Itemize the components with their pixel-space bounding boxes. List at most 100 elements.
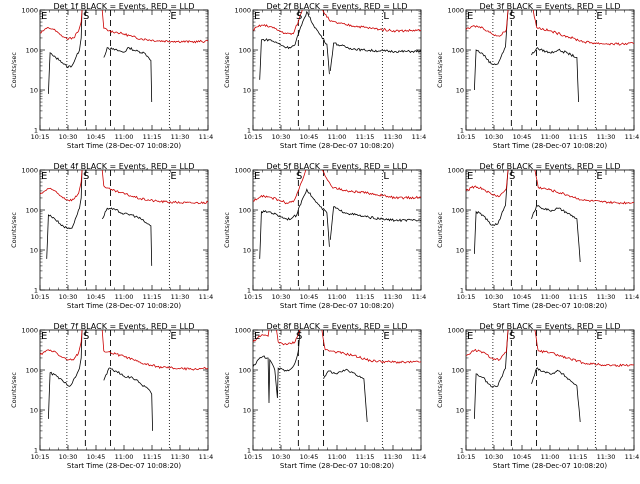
x-tick-label: 11:15 [143,453,162,461]
interval-marker-label: E [467,331,473,342]
x-tick-label: 10:30 [485,453,504,461]
interval-marker-label: E [170,331,176,342]
interval-marker-label: S [509,11,515,22]
interval-marker-label: E [596,171,602,182]
x-tick-label: 11:30 [384,453,403,461]
x-axis-label: Start Time (28-Dec-07 10:08:20) [493,302,607,310]
y-axis-label: Counts/sec [436,372,444,408]
y-axis-label: Counts/sec [10,52,18,88]
x-tick-label: 11:00 [328,133,347,141]
x-tick-label: 10:30 [59,453,78,461]
interval-marker-label: E [170,11,176,22]
plot-frame [39,169,209,291]
interval-marker-label: E [41,11,47,22]
x-tick-label: 10:30 [272,293,291,301]
events-series-line [531,47,579,103]
x-tick-label: 10:45 [300,293,319,301]
events-series-line [259,188,330,259]
x-tick-label: 11:00 [541,293,560,301]
chart-title: Det 3f BLACK = Events, RED = LLD [479,2,620,11]
events-series-line [46,170,83,259]
detector-panel: Det 8f BLACK = Events, RED = LLD 1 10 100 10… [213,320,430,480]
y-axis-label: Counts/sec [10,372,18,408]
x-axis-label: Start Time (28-Dec-07 10:08:20) [67,302,181,310]
lld-series-line [253,10,421,35]
plot-frame [39,9,209,131]
detector-panel: Det 9f BLACK = Events, RED = LLD 1 10 100 10… [426,320,640,480]
y-axis-label: Counts/sec [223,372,231,408]
x-tick-label: 10:30 [59,293,78,301]
x-tick-label: 10:45 [87,133,106,141]
detector-panel: Det 4f BLACK = Events, RED = LLD 1 10 100 10… [0,160,217,320]
x-tick-label: 11:15 [356,453,375,461]
y-tick-label: 1000 [234,7,251,15]
chart-title: Det 8f BLACK = Events, RED = LLD [266,322,407,331]
y-axis-label: Counts/sec [436,52,444,88]
x-axis-label: Start Time (28-Dec-07 10:08:20) [280,142,394,150]
x-axis-label: Start Time (28-Dec-07 10:08:20) [493,462,607,470]
events-series-line [101,207,153,266]
interval-marker-label: S [83,171,89,182]
y-tick-label: 1000 [234,167,251,175]
y-tick-label: 1 [247,287,251,295]
interval-marker-label: E [254,171,260,182]
y-tick-label: 1 [460,127,464,135]
lld-series-line [253,170,421,205]
detector-chart: Det 3f BLACK = Events, RED = LLD 1 10 100 10… [436,2,640,150]
events-series-line [329,42,421,71]
x-tick-label: 11:30 [171,453,190,461]
x-tick-label: 11:45 [199,293,213,301]
y-tick-label: 100 [452,47,464,55]
y-tick-label: 1000 [447,327,464,335]
x-tick-label: 10:45 [87,453,106,461]
x-tick-label: 10:30 [59,133,78,141]
y-tick-label: 1 [460,447,464,455]
y-tick-label: 100 [26,367,38,375]
x-tick-label: 10:30 [485,133,504,141]
y-tick-label: 10 [243,87,251,95]
lld-series-line [40,170,83,202]
y-axis-label: Counts/sec [10,212,18,248]
x-axis-label: Start Time (28-Dec-07 10:08:20) [67,142,181,150]
x-tick-label: 11:45 [412,453,426,461]
x-tick-label: 10:15 [457,453,476,461]
y-tick-label: 1000 [21,327,38,335]
lld-series-line [321,330,421,364]
lld-series-line [101,170,208,205]
x-tick-label: 11:15 [356,133,375,141]
x-tick-label: 10:45 [513,293,532,301]
detector-chart: Det 9f BLACK = Events, RED = LLD 1 10 100 10… [436,322,640,470]
detector-chart: Det 2f BLACK = Events, RED = LLD 1 10 100 10… [223,2,430,150]
y-axis-label: Counts/sec [436,212,444,248]
detector-chart: Det 6f BLACK = Events, RED = LLD 1 10 100 10… [436,162,640,310]
detector-panel: Det 3f BLACK = Events, RED = LLD 1 10 100 10… [426,0,640,160]
x-tick-label: 11:30 [171,133,190,141]
x-axis-label: Start Time (28-Dec-07 10:08:20) [493,142,607,150]
x-tick-label: 11:30 [384,293,403,301]
x-tick-label: 11:00 [328,293,347,301]
y-tick-label: 100 [239,207,251,215]
events-series-line [253,330,301,404]
chart-title: Det 1f BLACK = Events, RED = LLD [53,2,194,11]
x-tick-label: 11:45 [412,133,426,141]
interval-marker-label: E [383,331,389,342]
y-tick-label: 10 [456,87,464,95]
y-tick-label: 100 [239,367,251,375]
events-series-line [474,10,509,91]
y-tick-label: 1 [247,127,251,135]
detector-panel: Det 7f BLACK = Events, RED = LLD 1 10 100 10… [0,320,217,480]
detector-panel: Det 6f BLACK = Events, RED = LLD 1 10 100 10… [426,160,640,320]
y-tick-label: 100 [26,47,38,55]
interval-marker-label: E [254,331,260,342]
x-tick-label: 11:15 [569,133,588,141]
plot-frame [465,329,635,451]
plot-frame [465,169,635,291]
x-tick-label: 10:30 [272,453,291,461]
chart-title: Det 7f BLACK = Events, RED = LLD [53,322,194,331]
y-tick-label: 100 [452,367,464,375]
detector-chart: Det 8f BLACK = Events, RED = LLD 1 10 100 10… [223,322,430,470]
x-tick-label: 11:30 [597,293,616,301]
x-tick-label: 11:30 [597,133,616,141]
x-tick-label: 10:30 [485,293,504,301]
